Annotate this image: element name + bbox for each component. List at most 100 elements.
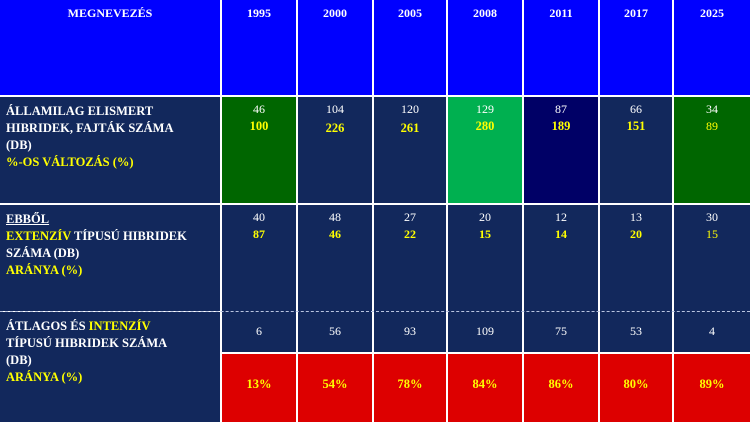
header-year: 1995 (247, 6, 271, 20)
row1-change: 100 (249, 119, 269, 133)
row1-change: 226 (325, 121, 345, 135)
row1-value-cell: 120 261 (374, 97, 446, 203)
row3-share-cell: 13% (222, 354, 296, 422)
row2-share: 15 (479, 227, 491, 241)
row1-change: 151 (626, 119, 646, 133)
row2-label-cell: EBBŐL EXTENZÍV TÍPUSÚ HIBRIDEK SZÁMA (DB… (0, 205, 220, 311)
row3-share-cell: 89% (674, 354, 750, 422)
row3-count: 75 (555, 324, 567, 338)
row3-share: 84% (472, 377, 498, 391)
row3-share: 89% (699, 377, 725, 391)
row1-label-line: ÁLLAMILAG ELISMERT (6, 104, 154, 118)
row2-count: 20 (479, 210, 491, 224)
row1-count: 129 (476, 102, 494, 116)
row2-count: 48 (329, 210, 341, 224)
row23-column (674, 205, 750, 352)
row23-column (222, 205, 296, 352)
row-separator (0, 311, 750, 312)
row2-share: 14 (555, 227, 567, 241)
row3-label-line: (DB) (6, 353, 32, 367)
header-year: 2011 (549, 6, 573, 20)
row1-change: 189 (551, 119, 571, 133)
row2-label-highlight: EXTENZÍV (6, 229, 72, 243)
row3-share: 13% (246, 377, 272, 391)
header-year: 2017 (624, 6, 648, 20)
row1-label-line: (DB) (6, 138, 32, 152)
row2-count: 40 (253, 210, 265, 224)
row2-share: 15 (706, 227, 718, 241)
row3-count: 109 (476, 324, 494, 338)
row1-change: 280 (475, 119, 495, 133)
row2-count: 12 (555, 210, 567, 224)
row1-count: 46 (253, 102, 265, 116)
row3-count: 6 (256, 324, 262, 338)
row3-share: 80% (623, 377, 649, 391)
header-year-cell: 1995 (222, 0, 296, 95)
header-year: 2008 (473, 6, 497, 20)
header-year: 2025 (700, 6, 724, 20)
header-year: 2005 (398, 6, 422, 20)
header-year-cell: 2017 (600, 0, 672, 95)
row23-column (298, 205, 372, 352)
row3-count: 53 (630, 324, 642, 338)
header-name-label: MEGNEVEZÉS (67, 6, 153, 20)
row2-label-line: ARÁNYA (%) (6, 263, 83, 277)
row1-count: 120 (401, 102, 419, 116)
row2-value-cell: 40 87 (222, 205, 296, 243)
row2-value-cell: 30 15 (674, 205, 750, 243)
row2-share: 87 (253, 227, 265, 241)
row2-value-cell: 13 20 (600, 205, 672, 243)
row2-label-line: SZÁMA (DB) (6, 246, 80, 260)
header-name-cell: MEGNEVEZÉS (0, 0, 220, 95)
row3-share-cell: 54% (298, 354, 372, 422)
row1-count: 66 (630, 102, 642, 116)
row3-share: 78% (397, 377, 423, 391)
row2-label-line: EBBŐL (6, 212, 50, 226)
row2-count: 30 (706, 210, 718, 224)
row1-value-cell: 87 189 (524, 97, 598, 203)
row1-value-cell: 129 280 (448, 97, 522, 203)
row3-share: 86% (548, 377, 574, 391)
row2-count: 13 (630, 210, 642, 224)
row3-label-line: ARÁNYA (%) (6, 370, 83, 384)
row3-share-cell: 84% (448, 354, 522, 422)
header-year-cell: 2000 (298, 0, 372, 95)
row23-column (600, 205, 672, 352)
row3-share-cell: 78% (374, 354, 446, 422)
row2-value-cell: 48 46 (298, 205, 372, 243)
row3-count: 56 (329, 324, 341, 338)
row1-value-cell: 66 151 (600, 97, 672, 203)
row3-label-cell: ÁTLAGOS ÉS INTENZÍV TÍPUSÚ HIBRIDEK SZÁM… (0, 312, 220, 422)
row3-share: 54% (322, 377, 348, 391)
row1-value-cell: 46 100 (222, 97, 296, 203)
header-year-cell: 2025 (674, 0, 750, 95)
header-year-cell: 2011 (524, 0, 598, 95)
row2-value-cell: 27 22 (374, 205, 446, 243)
header-year-cell: 2008 (448, 0, 522, 95)
row1-label-line: %-OS VÁLTOZÁS (%) (6, 155, 134, 169)
row2-label-text: TÍPUSÚ HIBRIDEK (71, 229, 187, 243)
row1-count: 34 (706, 102, 718, 116)
row2-share: 46 (329, 227, 341, 241)
row3-label-line: TÍPUSÚ HIBRIDEK SZÁMA (6, 336, 168, 350)
header-year: 2000 (323, 6, 347, 20)
header-year-cell: 2005 (374, 0, 446, 95)
row23-column (448, 205, 522, 352)
row1-value-cell: 34 89 (674, 97, 750, 203)
row3-share-cell: 80% (600, 354, 672, 422)
row3-count: 4 (709, 324, 715, 338)
row3-count: 93 (404, 324, 416, 338)
row2-share: 22 (404, 227, 416, 241)
row1-label-cell: ÁLLAMILAG ELISMERT HIBRIDEK, FAJTÁK SZÁM… (0, 97, 220, 203)
row3-label-highlight: INTENZÍV (88, 319, 151, 333)
row1-count: 87 (555, 102, 567, 116)
row1-label-line: HIBRIDEK, FAJTÁK SZÁMA (6, 121, 174, 135)
row2-value-cell: 20 15 (448, 205, 522, 243)
row3-share-cell: 86% (524, 354, 598, 422)
row1-change: 89 (706, 119, 718, 133)
row2-count: 27 (404, 210, 416, 224)
row3-label-text: ÁTLAGOS ÉS (6, 319, 89, 333)
row1-change: 261 (400, 121, 420, 135)
row23-column (524, 205, 598, 352)
